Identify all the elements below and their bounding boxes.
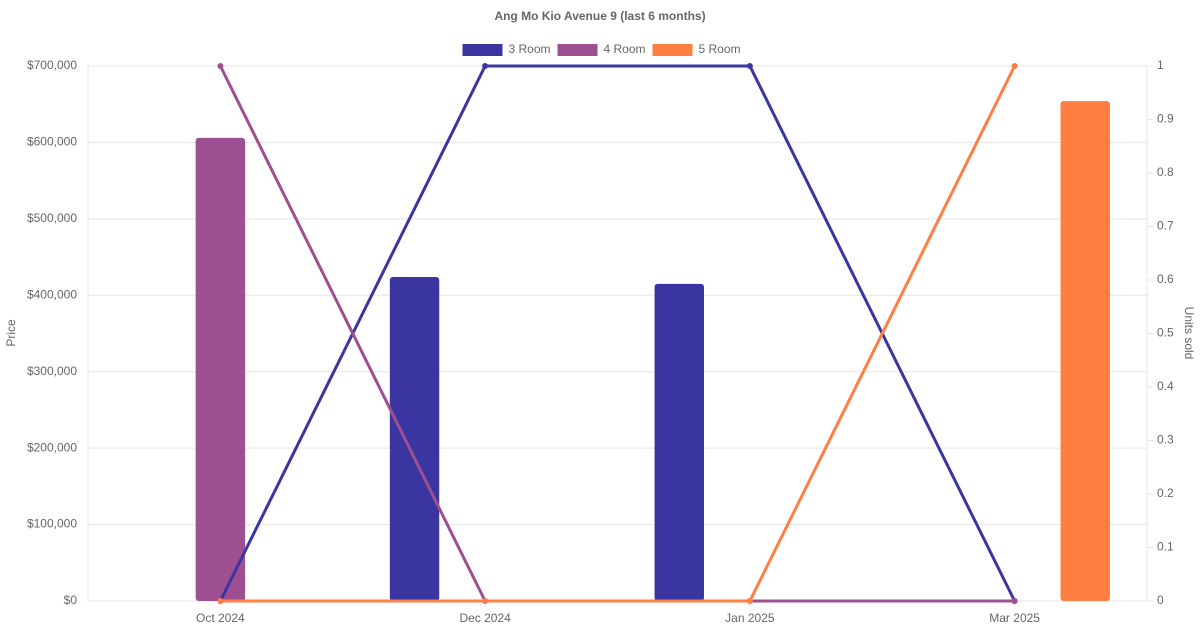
x-tick-label: Dec 2024 — [459, 611, 511, 625]
point — [482, 63, 489, 69]
y-tick-label: $500,000 — [27, 211, 77, 225]
legend-label: 4 Room — [604, 42, 646, 56]
y2-tick-label: 0.8 — [1157, 165, 1174, 179]
bar — [389, 276, 440, 601]
x-tick-label: Jan 2025 — [725, 611, 775, 625]
point — [746, 63, 753, 69]
y-tick-label: $400,000 — [27, 287, 77, 301]
bar — [1060, 101, 1110, 602]
y2-axis-title: Units sold — [1182, 307, 1196, 360]
y2-tick-label: 0.2 — [1157, 486, 1174, 500]
point — [217, 598, 224, 604]
y-tick-label: $700,000 — [27, 58, 77, 72]
point — [217, 63, 224, 69]
y2-tick-label: 0.4 — [1157, 379, 1174, 393]
y2-tick-label: 0.5 — [1157, 326, 1174, 340]
legend-label: 5 Room — [699, 42, 741, 56]
y2-tick-label: 0.1 — [1157, 540, 1174, 554]
point — [482, 598, 489, 604]
point — [1011, 598, 1018, 604]
point — [746, 598, 753, 604]
point — [1011, 63, 1018, 69]
y2-tick-label: 0.6 — [1157, 272, 1174, 286]
legend-label: 3 Room — [509, 42, 551, 56]
legend-swatch — [652, 44, 693, 56]
y-tick-label: $200,000 — [27, 440, 77, 454]
y2-tick-label: 0 — [1157, 593, 1164, 607]
y-tick-label: $100,000 — [27, 517, 77, 531]
y2-tick-label: 1 — [1157, 58, 1164, 72]
legend-swatch — [462, 44, 503, 56]
x-tick-label: Oct 2024 — [196, 611, 245, 625]
y-tick-label: $0 — [64, 593, 78, 607]
bar — [195, 137, 246, 602]
bar — [654, 283, 704, 601]
y2-tick-label: 0.7 — [1157, 219, 1174, 233]
legend-swatch — [557, 44, 598, 56]
line — [219, 64, 1016, 602]
line — [220, 65, 1016, 603]
y2-tick-label: 0.9 — [1157, 112, 1174, 126]
y-axis-title: Price — [4, 319, 18, 347]
line — [219, 65, 1015, 603]
y-tick-label: $600,000 — [27, 135, 77, 149]
chart-title: Ang Mo Kio Avenue 9 (last 6 months) — [494, 9, 705, 23]
y-tick-label: $300,000 — [27, 364, 77, 378]
y2-tick-label: 0.3 — [1157, 433, 1174, 447]
x-tick-label: Mar 2025 — [989, 611, 1040, 625]
